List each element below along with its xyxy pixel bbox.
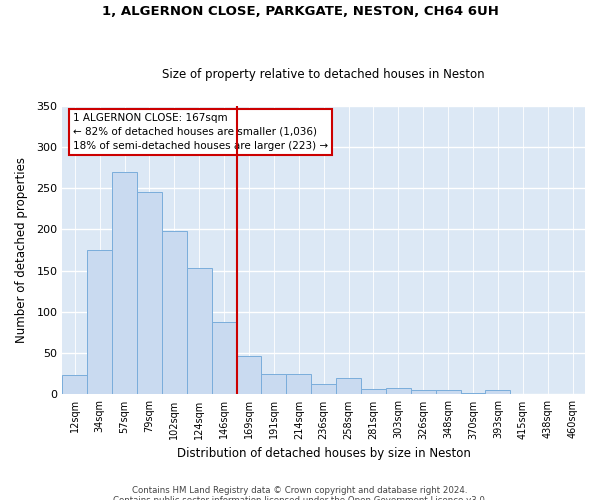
Bar: [62, 376, 87, 394]
Bar: [436, 390, 461, 394]
Bar: [336, 378, 361, 394]
Bar: [212, 322, 236, 394]
Bar: [485, 390, 511, 394]
Bar: [262, 374, 286, 394]
Bar: [386, 388, 411, 394]
Text: Contains HM Land Registry data © Crown copyright and database right 2024.: Contains HM Land Registry data © Crown c…: [132, 486, 468, 495]
Bar: [162, 231, 187, 394]
Text: 1 ALGERNON CLOSE: 167sqm
← 82% of detached houses are smaller (1,036)
18% of sem: 1 ALGERNON CLOSE: 167sqm ← 82% of detach…: [73, 113, 328, 151]
Bar: [286, 374, 311, 394]
Bar: [112, 172, 137, 394]
Bar: [461, 393, 485, 394]
Bar: [311, 384, 336, 394]
Text: 1, ALGERNON CLOSE, PARKGATE, NESTON, CH64 6UH: 1, ALGERNON CLOSE, PARKGATE, NESTON, CH6…: [101, 5, 499, 18]
Y-axis label: Number of detached properties: Number of detached properties: [15, 157, 28, 343]
Bar: [361, 388, 386, 394]
Bar: [236, 356, 262, 395]
Bar: [187, 268, 212, 394]
Text: Contains public sector information licensed under the Open Government Licence v3: Contains public sector information licen…: [113, 496, 487, 500]
Title: Size of property relative to detached houses in Neston: Size of property relative to detached ho…: [163, 68, 485, 81]
Bar: [87, 250, 112, 394]
Bar: [411, 390, 436, 394]
X-axis label: Distribution of detached houses by size in Neston: Distribution of detached houses by size …: [177, 447, 470, 460]
Bar: [137, 192, 162, 394]
